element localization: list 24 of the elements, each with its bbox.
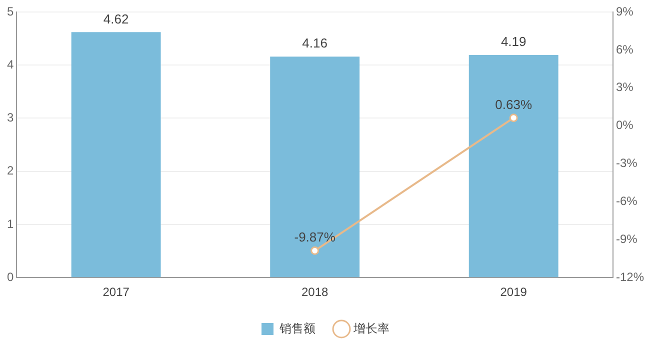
legend-label: 销售额 <box>278 321 316 336</box>
data-label: 0.63% <box>495 96 532 112</box>
data-label: 4.62 <box>103 11 129 26</box>
data-label: -9.87% <box>294 230 336 245</box>
legend-label: 增长率 <box>352 321 390 336</box>
data-label: 4.19 <box>500 34 526 50</box>
y-tick-label: 4 <box>6 57 14 72</box>
x-tick-label: 2018 <box>301 285 328 300</box>
y-tick-label: 2 <box>6 164 14 178</box>
y2-tick-label: -12% <box>616 270 644 284</box>
y-tick-label: 3 <box>6 110 14 125</box>
y2-tick-label: -9% <box>616 232 638 246</box>
y2-tick-label: 0% <box>616 118 634 132</box>
y2-tick-label: -3% <box>616 156 638 170</box>
y2-tick-label: 6% <box>616 42 634 56</box>
y2-tick-label: 9% <box>616 4 634 18</box>
y2-tick-label: 3% <box>616 80 634 94</box>
y-tick-label: 1 <box>6 216 14 231</box>
y-tick-label: 5 <box>6 4 14 18</box>
x-tick-label: 2019 <box>500 285 528 300</box>
x-tick-label: 2017 <box>102 285 130 300</box>
y-tick-label: 0 <box>6 270 14 284</box>
data-label: 4.16 <box>302 36 328 51</box>
y2-tick-label: -6% <box>616 194 638 208</box>
